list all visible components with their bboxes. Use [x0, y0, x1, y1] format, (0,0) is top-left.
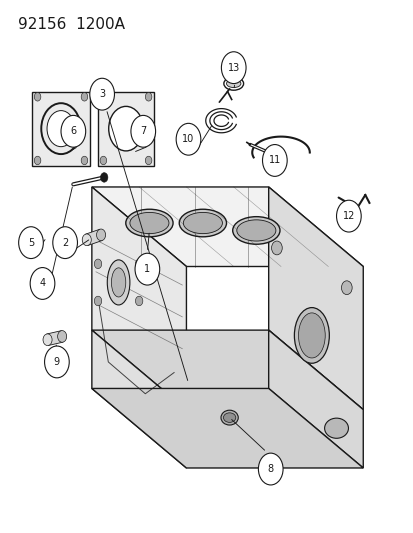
Circle shape: [53, 227, 77, 259]
Circle shape: [94, 296, 102, 306]
Circle shape: [34, 156, 41, 165]
Circle shape: [135, 253, 159, 285]
Polygon shape: [92, 330, 362, 410]
Text: 8: 8: [267, 464, 273, 474]
Circle shape: [131, 115, 155, 147]
Polygon shape: [32, 92, 90, 166]
Text: 4: 4: [39, 278, 45, 288]
Circle shape: [135, 296, 142, 306]
Ellipse shape: [107, 260, 130, 305]
Circle shape: [145, 156, 152, 165]
Circle shape: [45, 346, 69, 378]
Circle shape: [30, 268, 55, 300]
Text: 5: 5: [28, 238, 34, 248]
Ellipse shape: [221, 410, 237, 425]
Text: 9: 9: [54, 357, 60, 367]
Circle shape: [47, 111, 75, 147]
Text: 1: 1: [144, 264, 150, 274]
Ellipse shape: [294, 308, 329, 364]
Circle shape: [176, 123, 200, 155]
Circle shape: [258, 453, 282, 485]
Polygon shape: [92, 389, 362, 468]
Circle shape: [81, 93, 88, 101]
Ellipse shape: [236, 220, 275, 241]
Circle shape: [100, 173, 108, 182]
Ellipse shape: [126, 209, 173, 237]
Circle shape: [61, 115, 85, 147]
Polygon shape: [92, 187, 362, 266]
Ellipse shape: [183, 213, 222, 233]
Polygon shape: [268, 187, 362, 410]
Text: 7: 7: [140, 126, 146, 136]
Polygon shape: [268, 330, 362, 468]
Circle shape: [81, 156, 88, 165]
Circle shape: [34, 93, 41, 101]
Circle shape: [145, 93, 152, 101]
Text: 92156  1200A: 92156 1200A: [18, 17, 125, 33]
Polygon shape: [85, 229, 102, 245]
Polygon shape: [98, 92, 153, 166]
Text: 6: 6: [70, 126, 76, 136]
Ellipse shape: [324, 418, 348, 438]
Text: 10: 10: [182, 134, 194, 144]
Circle shape: [90, 78, 114, 110]
Circle shape: [57, 330, 66, 342]
Ellipse shape: [130, 213, 169, 233]
Polygon shape: [47, 330, 63, 345]
Polygon shape: [92, 330, 186, 468]
Circle shape: [19, 227, 43, 259]
Circle shape: [336, 200, 360, 232]
Text: 3: 3: [99, 89, 105, 99]
Text: 13: 13: [227, 63, 239, 72]
Circle shape: [135, 259, 142, 269]
Ellipse shape: [226, 79, 240, 87]
Polygon shape: [92, 187, 186, 410]
Circle shape: [96, 229, 105, 241]
Circle shape: [262, 144, 287, 176]
Circle shape: [109, 107, 143, 151]
Circle shape: [341, 281, 351, 295]
Circle shape: [43, 334, 52, 345]
Circle shape: [100, 93, 107, 101]
Ellipse shape: [179, 209, 226, 237]
Text: 11: 11: [268, 156, 280, 165]
Ellipse shape: [232, 216, 279, 244]
Circle shape: [221, 52, 245, 84]
Ellipse shape: [223, 413, 235, 422]
Ellipse shape: [298, 313, 325, 358]
Circle shape: [271, 241, 282, 255]
Circle shape: [100, 156, 107, 165]
Circle shape: [94, 259, 102, 269]
Ellipse shape: [111, 268, 126, 297]
Circle shape: [82, 234, 91, 246]
Ellipse shape: [223, 77, 243, 90]
Text: 2: 2: [62, 238, 68, 248]
Text: 12: 12: [342, 211, 354, 221]
